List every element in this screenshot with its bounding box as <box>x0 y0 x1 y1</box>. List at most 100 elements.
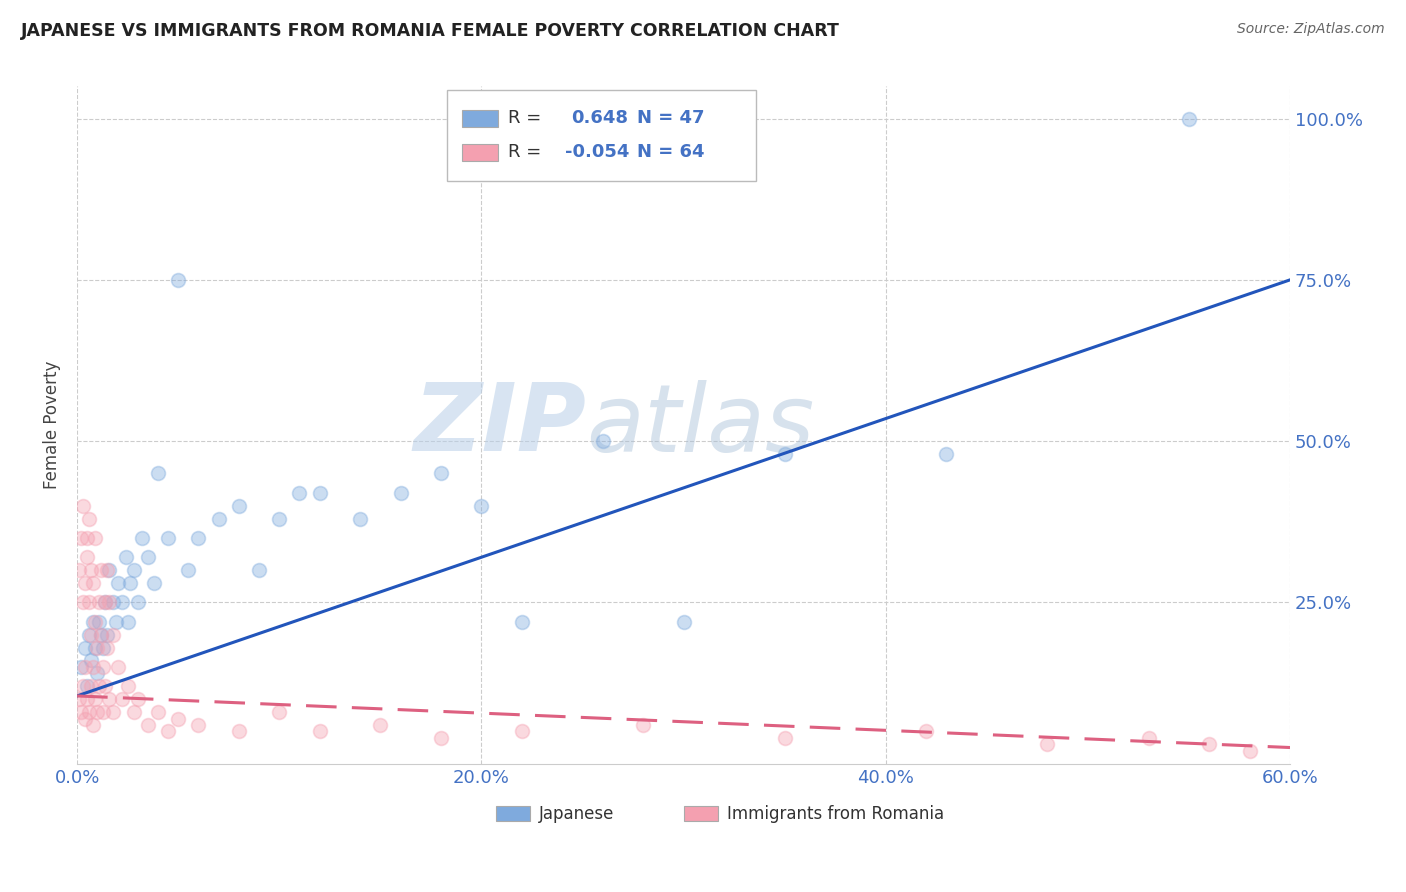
FancyBboxPatch shape <box>683 806 717 822</box>
Point <box>72 499 94 513</box>
Point <box>80 563 103 577</box>
Point <box>308 485 330 500</box>
Point <box>90 627 112 641</box>
FancyBboxPatch shape <box>447 90 756 181</box>
Point <box>76 692 98 706</box>
Point <box>94 595 117 609</box>
Point <box>187 718 209 732</box>
Point <box>1198 737 1220 751</box>
Point <box>89 615 111 629</box>
Point <box>110 692 132 706</box>
Point <box>107 660 129 674</box>
Point <box>470 499 492 513</box>
Point <box>127 595 149 609</box>
Point <box>269 511 291 525</box>
Point <box>86 640 108 655</box>
Point <box>510 615 533 629</box>
Point <box>80 653 103 667</box>
Text: Source: ZipAtlas.com: Source: ZipAtlas.com <box>1237 22 1385 37</box>
Point <box>117 615 139 629</box>
Text: N = 47: N = 47 <box>637 109 704 128</box>
Point <box>773 731 796 745</box>
Point <box>75 711 97 725</box>
Point <box>157 724 180 739</box>
Point <box>82 576 104 591</box>
Point <box>127 692 149 706</box>
Point <box>114 550 136 565</box>
Point <box>75 640 97 655</box>
Point <box>84 640 107 655</box>
Point <box>86 666 108 681</box>
Text: Japanese: Japanese <box>540 805 614 822</box>
Point <box>76 679 98 693</box>
Point <box>96 627 118 641</box>
Text: N = 64: N = 64 <box>637 143 704 161</box>
Text: -0.054: -0.054 <box>565 143 628 161</box>
Point <box>370 718 392 732</box>
Point <box>67 692 90 706</box>
Point <box>96 640 118 655</box>
Point <box>146 467 169 481</box>
Point <box>510 724 533 739</box>
Point <box>82 718 104 732</box>
Point <box>389 485 412 500</box>
Point <box>672 615 695 629</box>
Point <box>107 576 129 591</box>
Point <box>773 447 796 461</box>
Point <box>89 679 111 693</box>
Point <box>103 705 125 719</box>
Point <box>631 718 654 732</box>
Point <box>93 705 115 719</box>
Point <box>430 731 453 745</box>
Point <box>70 660 93 674</box>
Point <box>77 511 100 525</box>
Point <box>98 595 121 609</box>
Point <box>76 531 98 545</box>
Point <box>915 724 938 739</box>
Point <box>110 595 132 609</box>
Text: JAPANESE VS IMMIGRANTS FROM ROMANIA FEMALE POVERTY CORRELATION CHART: JAPANESE VS IMMIGRANTS FROM ROMANIA FEMA… <box>21 22 839 40</box>
Text: R =: R = <box>508 143 547 161</box>
Point <box>93 660 115 674</box>
Point <box>349 511 371 525</box>
Point <box>70 531 93 545</box>
Point <box>1036 737 1059 751</box>
Point <box>82 615 104 629</box>
Point <box>935 447 957 461</box>
Point <box>67 563 90 577</box>
Point <box>93 640 115 655</box>
Point <box>96 563 118 577</box>
Point <box>146 705 169 719</box>
Point <box>72 679 94 693</box>
Point <box>89 595 111 609</box>
Point <box>98 692 121 706</box>
Point <box>94 679 117 693</box>
Point <box>86 705 108 719</box>
Point <box>207 511 229 525</box>
FancyBboxPatch shape <box>461 144 498 161</box>
Point <box>136 718 159 732</box>
Point <box>1178 112 1201 126</box>
Point <box>308 724 330 739</box>
Point <box>84 531 107 545</box>
Point <box>118 576 141 591</box>
Point <box>90 563 112 577</box>
Point <box>94 595 117 609</box>
Text: R =: R = <box>508 109 553 128</box>
Text: 0.648: 0.648 <box>571 109 627 128</box>
Point <box>103 595 125 609</box>
Point <box>80 679 103 693</box>
Point <box>1137 731 1160 745</box>
Point <box>98 563 121 577</box>
FancyBboxPatch shape <box>495 806 530 822</box>
Point <box>104 615 127 629</box>
Point <box>77 595 100 609</box>
Point <box>90 627 112 641</box>
Text: Immigrants from Romania: Immigrants from Romania <box>727 805 945 822</box>
Point <box>167 273 190 287</box>
Point <box>75 660 97 674</box>
Point <box>103 627 125 641</box>
Point <box>70 705 93 719</box>
Point <box>167 711 190 725</box>
Point <box>84 692 107 706</box>
